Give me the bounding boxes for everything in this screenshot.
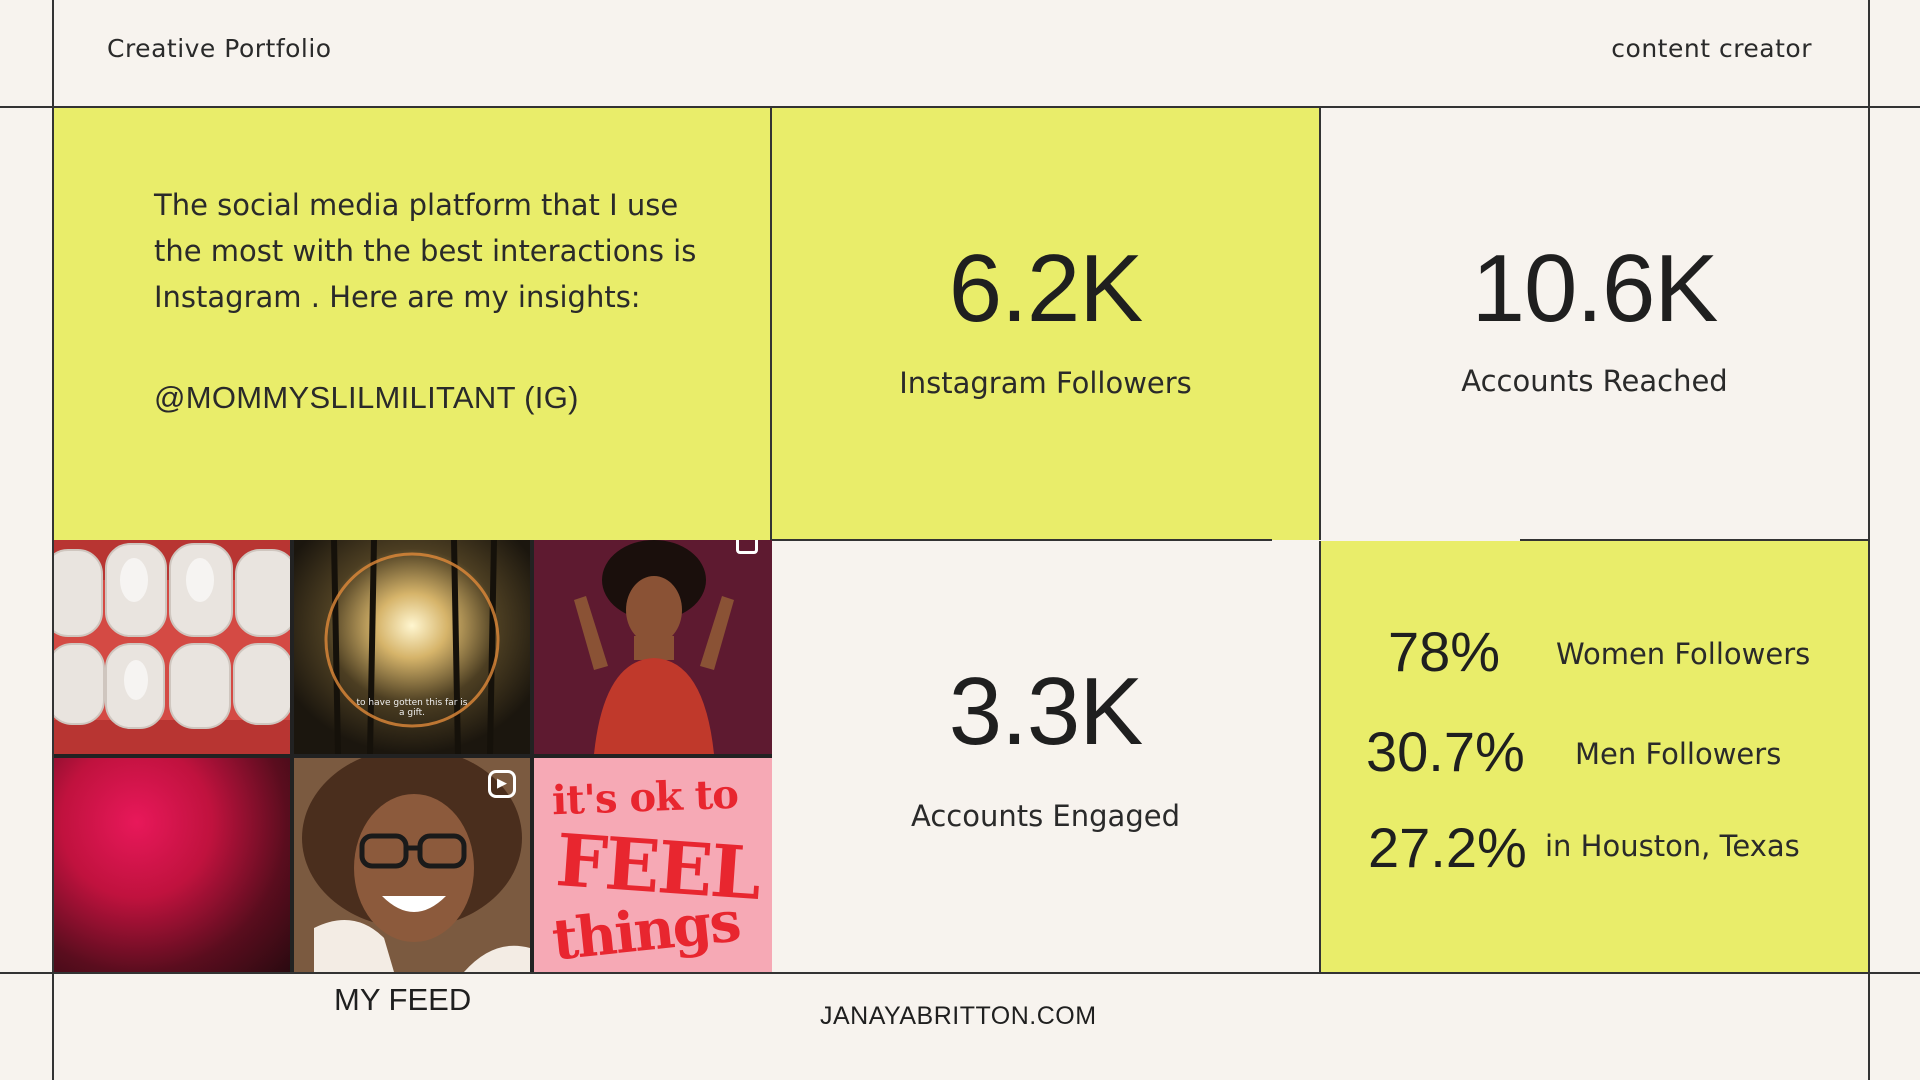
teeth-illustration bbox=[54, 540, 290, 754]
feel-things-poster[interactable]: it's ok to FEEL things bbox=[534, 758, 772, 972]
forest-caption: to have gotten this far is a gift. bbox=[356, 698, 468, 718]
right-grid-line bbox=[1868, 0, 1870, 1080]
intro-text: The social media platform that I use the… bbox=[154, 188, 697, 314]
role-label: content creator bbox=[1611, 34, 1812, 63]
demographics-panel: 78% Women Followers 30.7% Men Followers … bbox=[1321, 541, 1868, 972]
left-grid-line bbox=[52, 0, 54, 1080]
demographic-label: Women Followers bbox=[1556, 637, 1811, 671]
reached-label: Accounts Reached bbox=[1461, 364, 1728, 398]
teeth-photo[interactable] bbox=[54, 540, 290, 754]
demographic-percent: 30.7% bbox=[1366, 720, 1525, 783]
demographic-label: in Houston, Texas bbox=[1545, 829, 1800, 863]
woman-red-dress-photo[interactable] bbox=[534, 540, 772, 754]
feed-caption: MY FEED bbox=[334, 982, 472, 1017]
demographic-row: 27.2% in Houston, Texas bbox=[1321, 815, 1868, 885]
reached-value: 10.6K bbox=[1471, 235, 1719, 342]
feed-grid: to have gotten this far is a gift. bbox=[54, 540, 772, 972]
demographic-percent: 27.2% bbox=[1368, 816, 1527, 879]
reels-icon: ▶ bbox=[488, 770, 516, 798]
followers-label: Instagram Followers bbox=[899, 366, 1192, 400]
multi-post-icon bbox=[736, 540, 758, 554]
engaged-value: 3.3K bbox=[948, 658, 1143, 765]
poster-line-1: it's ok to bbox=[551, 770, 739, 825]
bottom-grid-line bbox=[0, 972, 1920, 974]
engaged-panel: 3.3K Accounts Engaged bbox=[772, 541, 1321, 972]
reached-panel: 10.6K Accounts Reached bbox=[1321, 108, 1868, 540]
instagram-handle[interactable]: @MOMMYSLILMILITANT (IG) bbox=[154, 380, 579, 415]
woman-glasses-smiling-photo[interactable]: ▶ bbox=[294, 758, 530, 972]
followers-panel: 6.2K Instagram Followers bbox=[772, 108, 1321, 540]
row-divider-right bbox=[1520, 539, 1868, 541]
portfolio-title: Creative Portfolio bbox=[107, 34, 332, 63]
portrait-illustration bbox=[534, 540, 772, 754]
intro-panel: The social media platform that I use the… bbox=[54, 108, 772, 540]
demographic-row: 30.7% Men Followers bbox=[1321, 719, 1868, 789]
forest-sunburst-photo[interactable]: to have gotten this far is a gift. bbox=[294, 540, 530, 754]
website-link[interactable]: JANAYABRITTON.COM bbox=[820, 1002, 1097, 1030]
followers-value: 6.2K bbox=[948, 235, 1143, 342]
top-grid-line bbox=[0, 106, 1920, 108]
smiling-portrait-illustration bbox=[294, 758, 530, 972]
pink-red-gradient-photo[interactable] bbox=[54, 758, 290, 972]
demographic-label: Men Followers bbox=[1575, 737, 1782, 771]
row-divider-left bbox=[772, 539, 1272, 541]
demographic-row: 78% Women Followers bbox=[1321, 619, 1868, 689]
forest-illustration bbox=[294, 540, 530, 754]
engaged-label: Accounts Engaged bbox=[911, 799, 1180, 833]
demographic-percent: 78% bbox=[1388, 620, 1501, 683]
